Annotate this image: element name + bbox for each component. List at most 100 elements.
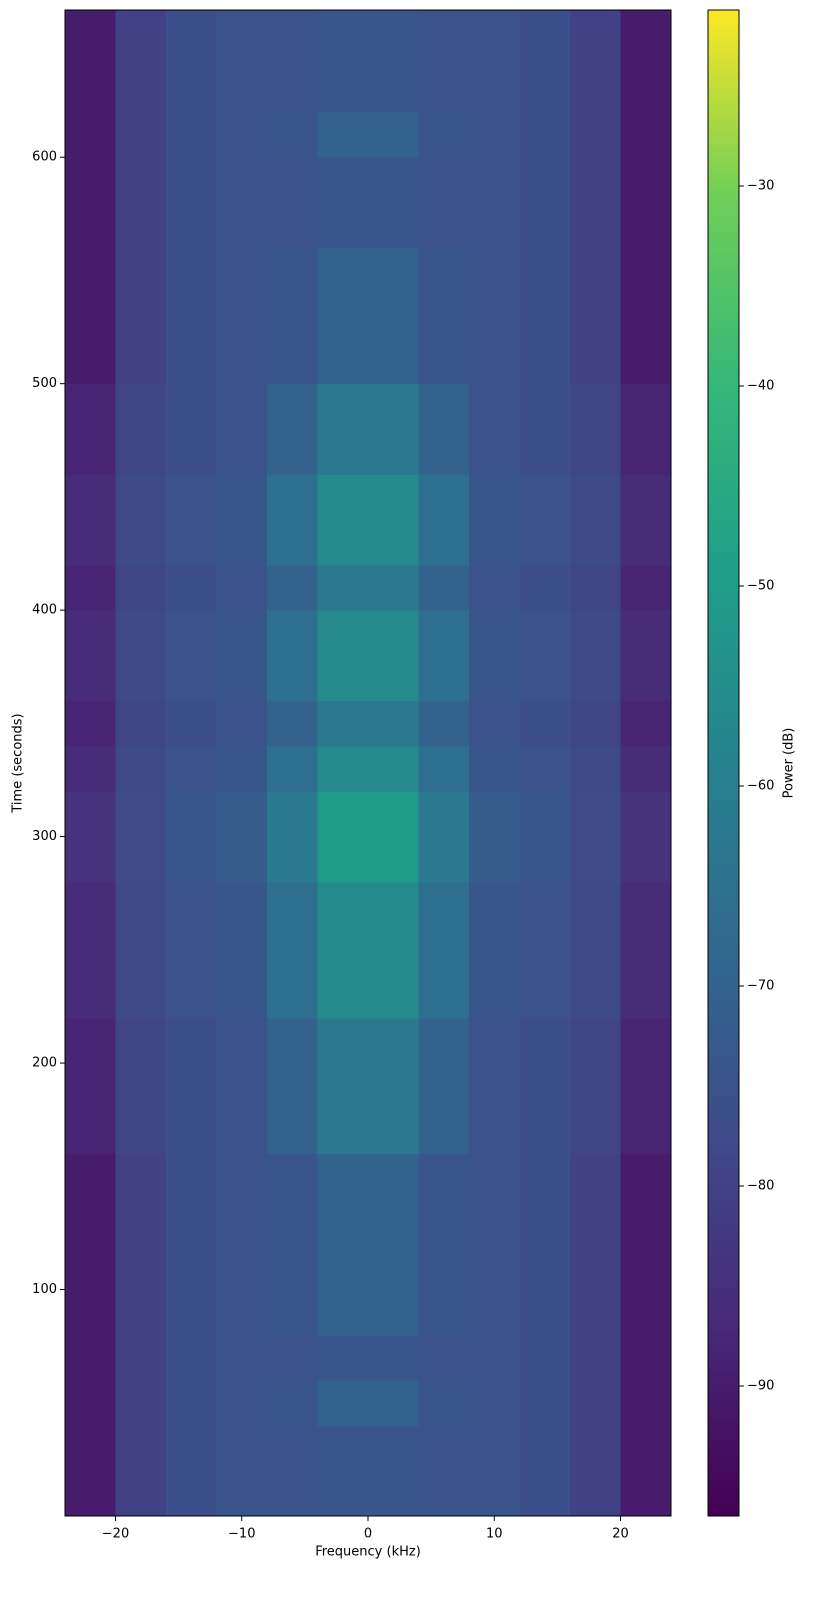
heatmap-cell: [216, 1244, 268, 1291]
heatmap-cell: [216, 1017, 268, 1064]
heatmap-cell: [216, 1334, 268, 1381]
heatmap-cell: [166, 293, 217, 339]
heatmap-cell: [519, 610, 571, 656]
heatmap-cell: [216, 202, 268, 249]
heatmap-cell: [570, 836, 621, 883]
heatmap-cell: [65, 1108, 116, 1155]
heatmap-cell: [368, 927, 419, 973]
heatmap-cell: [115, 383, 167, 430]
heatmap-cell: [620, 428, 672, 475]
heatmap-cell: [620, 519, 672, 566]
heatmap-cell: [267, 1425, 318, 1472]
heatmap-cell: [469, 1017, 520, 1064]
heatmap-cell: [519, 1153, 571, 1200]
heatmap-cell: [418, 610, 470, 656]
heatmap-cell: [519, 338, 571, 385]
heatmap-cell: [216, 66, 268, 113]
heatmap-cell: [570, 1334, 621, 1381]
heatmap-cell: [267, 1380, 318, 1426]
heatmap-cell: [65, 1017, 116, 1064]
heatmap-cell: [216, 700, 268, 747]
heatmap-cell: [469, 519, 520, 566]
heatmap-cell: [115, 519, 167, 566]
heatmap-cell: [267, 1470, 318, 1517]
heatmap-cell: [469, 1470, 520, 1517]
heatmap-cell: [115, 247, 167, 294]
heatmap-cell: [418, 157, 470, 203]
heatmap-cell: [65, 881, 116, 928]
heatmap-cell: [317, 881, 369, 928]
heatmap-cell: [115, 157, 167, 203]
heatmap-cell: [418, 1244, 470, 1291]
y-tick-label: 200: [32, 1056, 57, 1071]
heatmap-cell: [469, 655, 520, 702]
heatmap-cell: [115, 881, 167, 928]
heatmap-cell: [570, 10, 621, 68]
heatmap-cell: [317, 1017, 369, 1064]
heatmap-cell: [519, 972, 571, 1019]
heatmap-cell: [115, 1425, 167, 1472]
heatmap-cell: [166, 1017, 217, 1064]
heatmap-cell: [65, 1063, 116, 1109]
heatmap-cell: [115, 1334, 167, 1381]
heatmap-cell: [65, 474, 116, 521]
heatmap-cell: [418, 202, 470, 249]
heatmap-cell: [519, 700, 571, 747]
heatmap-cell: [267, 157, 318, 203]
heatmap-cell: [267, 474, 318, 521]
heatmap-cell: [267, 1108, 318, 1155]
x-tick-label: −10: [228, 1527, 255, 1542]
heatmap-cell: [620, 202, 672, 249]
heatmap-cell: [570, 746, 621, 792]
heatmap-cell: [65, 700, 116, 747]
heatmap-cell: [317, 836, 369, 883]
heatmap-cell: [317, 564, 369, 611]
heatmap-cell: [216, 1108, 268, 1155]
heatmap-cell: [570, 519, 621, 566]
heatmap-cell: [368, 293, 419, 339]
heatmap-cell: [267, 881, 318, 928]
heatmap-cell: [216, 1380, 268, 1426]
heatmap-cell: [519, 157, 571, 203]
heatmap-cell: [166, 1380, 217, 1426]
colorbar-tick-label: −40: [747, 379, 774, 394]
heatmap-cell: [317, 157, 369, 203]
heatmap-cell: [115, 836, 167, 883]
heatmap-cell: [570, 474, 621, 521]
heatmap-cell: [267, 1289, 318, 1336]
heatmap-cell: [166, 1470, 217, 1517]
heatmap-cell: [368, 338, 419, 385]
heatmap-cell: [418, 338, 470, 385]
heatmap-cell: [65, 519, 116, 566]
heatmap-cell: [620, 1244, 672, 1291]
heatmap-cell: [166, 746, 217, 792]
colorbar-tick-label: −70: [747, 979, 774, 994]
heatmap-cell: [216, 655, 268, 702]
heatmap-cell: [418, 1289, 470, 1336]
heatmap-cell: [216, 1153, 268, 1200]
heatmap-cell: [469, 66, 520, 113]
heatmap-cell: [317, 1198, 369, 1245]
heatmap-cell: [267, 428, 318, 475]
heatmap-cell: [166, 338, 217, 385]
heatmap-cell: [166, 519, 217, 566]
heatmap-cell: [519, 927, 571, 973]
heatmap-cell: [317, 610, 369, 656]
heatmap-cell: [115, 1244, 167, 1291]
heatmap-cell: [65, 927, 116, 973]
heatmap-cell: [620, 247, 672, 294]
heatmap-cell: [166, 157, 217, 203]
heatmap-cell: [65, 428, 116, 475]
heatmap-cell: [115, 1289, 167, 1336]
heatmap-cell: [570, 202, 621, 249]
heatmap-cell: [65, 1198, 116, 1245]
heatmap-cell: [570, 1289, 621, 1336]
heatmap-cell: [469, 247, 520, 294]
heatmap-cell: [418, 111, 470, 158]
heatmap-cell: [368, 1425, 419, 1472]
heatmap-cell: [317, 293, 369, 339]
heatmap-cell: [267, 972, 318, 1019]
heatmap-cell: [216, 1470, 268, 1517]
colorbar-tick-label: −30: [747, 179, 774, 194]
heatmap-cell: [519, 1380, 571, 1426]
